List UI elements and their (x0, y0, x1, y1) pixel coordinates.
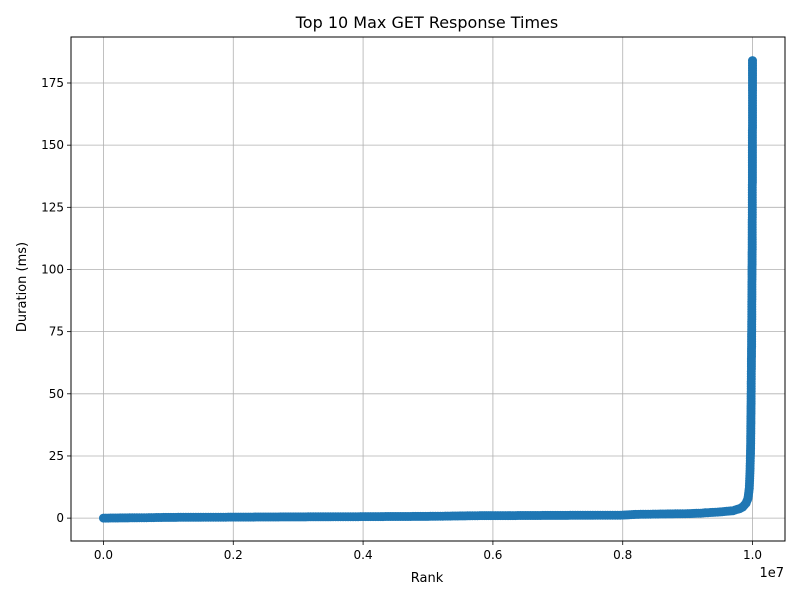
y-tick-label: 50 (49, 387, 64, 401)
x-axis-label: Rank (411, 571, 444, 586)
axes-frame (70, 36, 786, 542)
x-axis-offset-label: 1e7 (759, 566, 784, 581)
axis-ticks: 0.0 0.2 0.4 0.6 0.8 1.0 0 25 50 75 100 125 150 175 (41, 76, 762, 562)
series-plot (99, 56, 757, 523)
series-line (103, 60, 754, 519)
grid (71, 37, 785, 541)
x-tick-label: 0.4 (354, 548, 373, 562)
x-tick-label: 0.8 (613, 548, 632, 562)
y-tick-label: 100 (41, 262, 64, 276)
x-tick-label: 0.0 (94, 548, 113, 562)
x-tick-label: 0.6 (483, 548, 502, 562)
x-tick-label: 0.2 (224, 548, 243, 562)
y-tick-label: 125 (41, 200, 64, 214)
x-tick-label: 1.0 (743, 548, 762, 562)
y-axis-label: Duration (ms) (15, 242, 30, 332)
data-point (748, 56, 757, 66)
y-tick-label: 75 (49, 325, 64, 339)
y-tick-label: 25 (49, 449, 64, 463)
chart-title: Top 10 Max GET Response Times (295, 13, 558, 32)
y-tick-label: 0 (56, 511, 64, 525)
y-tick-label: 150 (41, 138, 64, 152)
y-tick-label: 175 (41, 76, 64, 90)
